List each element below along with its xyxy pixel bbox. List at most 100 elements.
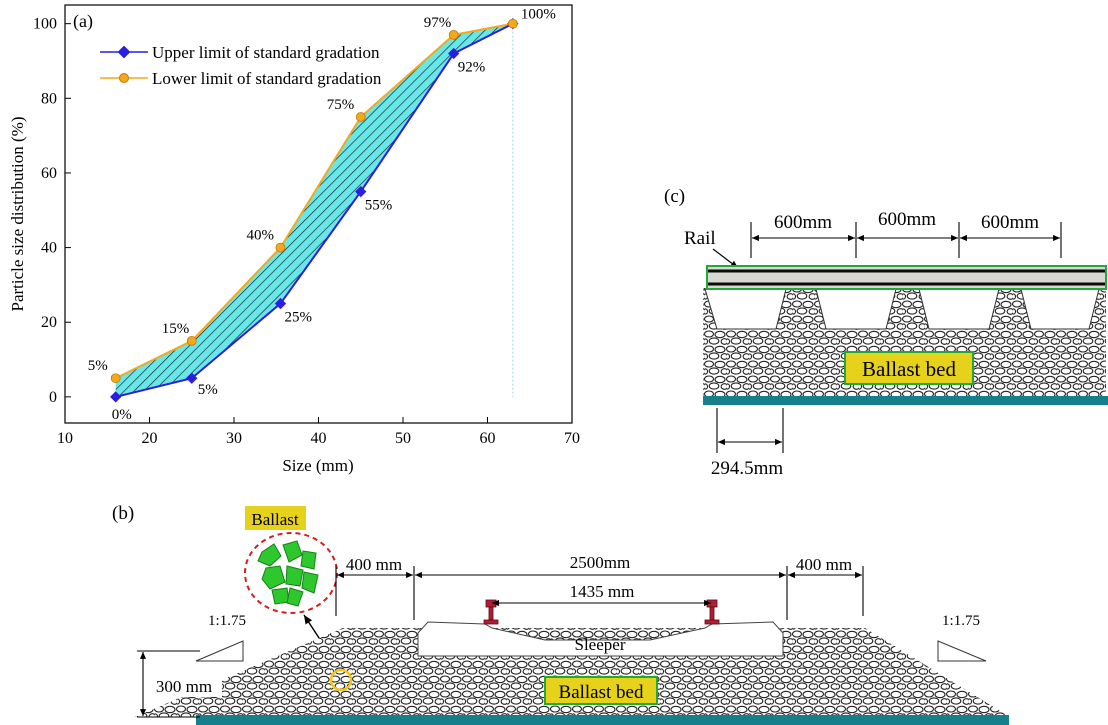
upper-point [355, 185, 367, 198]
upper-limit-line [115, 22, 514, 398]
lower-data-label: 97% [424, 15, 452, 31]
y-tick-label: 40 [41, 240, 57, 257]
spacing-label-3: 600mm [981, 212, 1039, 233]
lower-point [448, 29, 459, 40]
dim-right-label: 400 mm [796, 555, 852, 574]
particle [271, 587, 290, 605]
upper-data-label: 5% [198, 382, 218, 398]
height-label: 300 mm [156, 677, 212, 696]
x-tick-label: 30 [226, 430, 242, 447]
upper-point [186, 372, 198, 384]
y-tick-label: 100 [33, 16, 57, 33]
rail-web [488, 606, 494, 621]
y-axis-label: Particle size distribution (%) [8, 117, 27, 312]
upper-data-label: 55% [365, 198, 393, 214]
slope-left-label: 1:1.75 [208, 613, 246, 629]
lower-point [355, 112, 366, 122]
x-tick-label: 20 [142, 430, 158, 447]
particle [261, 565, 286, 590]
spacing-label-1: 600mm [774, 212, 832, 233]
panel-c-tag: (c) [664, 186, 685, 207]
subgrade-base [196, 715, 1009, 725]
panel-c-diagram: (c) Rail 600mm 600mm 600mm Ballast bed [664, 186, 1108, 479]
rail-foot [483, 619, 499, 625]
y-tick-label: 20 [41, 314, 57, 331]
x-tick-label: 50 [395, 430, 411, 447]
x-tick-label: 10 [57, 430, 73, 447]
gradation-band-area [115, 23, 513, 397]
x-axis-label: Size (mm) [282, 456, 353, 475]
dim-left-label: 400 mm [346, 555, 402, 574]
panel-b-diagram: (b) Ballast Sleeper [112, 503, 1010, 725]
ballast-tag-label: Ballast [251, 510, 298, 529]
rail-pointer [712, 248, 739, 269]
sleeper [918, 288, 1000, 330]
ballast-bed-box [544, 676, 658, 705]
lower-point [186, 335, 197, 346]
particle [285, 565, 304, 587]
sleeper [1020, 288, 1100, 330]
sleeper [815, 288, 897, 330]
gradation-band [115, 23, 514, 397]
particle [300, 550, 317, 570]
sleeper-block [417, 621, 784, 657]
lower-limit-line [115, 22, 514, 380]
slope-left-triangle [195, 640, 244, 662]
rail-label: Rail [684, 228, 716, 249]
lower-point [275, 242, 286, 253]
panel-a-tag: (a) [73, 11, 93, 32]
particle [286, 587, 304, 607]
offset-label: 294.5mm [711, 458, 784, 479]
particle [301, 571, 319, 594]
legend: Upper limit of standard gradation Lower … [100, 43, 382, 88]
gauge-label: 1435 mm [570, 582, 635, 601]
particle [257, 543, 282, 567]
lower-point [507, 18, 518, 29]
axis-ticks: 10 20 30 40 50 60 70 0 20 40 60 80 100 [33, 16, 580, 447]
rail [706, 265, 1107, 290]
rail-web [709, 606, 715, 621]
ballast-tag-box [245, 506, 306, 530]
embankment [135, 628, 1010, 717]
upper-data-label: 92% [458, 60, 486, 76]
ballast-bed-box [844, 351, 974, 385]
ballast-particles [257, 540, 319, 607]
lower-data-label: 15% [162, 321, 190, 337]
upper-point [448, 47, 460, 60]
x-tick-label: 60 [480, 430, 496, 447]
y-tick-label: 60 [41, 165, 57, 182]
spacing-label-2: 600mm [878, 209, 936, 230]
panel-b-tag: (b) [112, 503, 134, 524]
rail-foot [704, 619, 720, 625]
sleeper [704, 288, 787, 330]
upper-point [274, 297, 287, 310]
series-points [110, 18, 519, 403]
slope-right-label: 1:1.75 [942, 613, 980, 629]
lower-point [110, 373, 121, 384]
panel-a-chart: (a) 10 20 30 40 50 60 70 0 20 40 60 80 100 0% 5% 5% 15%… [8, 4, 580, 475]
dim-center-label: 2500mm [570, 553, 630, 572]
rail-left [483, 599, 499, 625]
sleeper-label: Sleeper [575, 635, 626, 654]
upper-data-label: 25% [284, 310, 312, 326]
data-labels: 0% 5% 5% 15% 25% 40% 55% 75% 92% 97% 100% [88, 7, 556, 423]
x-tick-label: 40 [311, 430, 327, 447]
legend-lower-marker [119, 73, 129, 83]
legend-lower-label: Lower limit of standard gradation [152, 69, 382, 88]
height-label-bg [146, 675, 222, 697]
series-lines [115, 22, 514, 398]
slope-right-triangle [937, 640, 987, 662]
y-tick-label: 80 [41, 90, 57, 107]
lower-data-label: 5% [88, 358, 108, 374]
subgrade-base [703, 396, 1108, 405]
upper-data-label: 100% [521, 7, 556, 23]
y-tick-label: 0 [49, 389, 57, 406]
particle [282, 540, 303, 563]
ballast-bed-label: Ballast bed [862, 357, 956, 381]
lower-data-label: 40% [246, 228, 274, 244]
lower-data-label: 75% [327, 97, 355, 113]
x-tick-label: 70 [564, 430, 580, 447]
legend-upper-label: Upper limit of standard gradation [152, 43, 380, 62]
legend-upper-marker [117, 45, 131, 59]
